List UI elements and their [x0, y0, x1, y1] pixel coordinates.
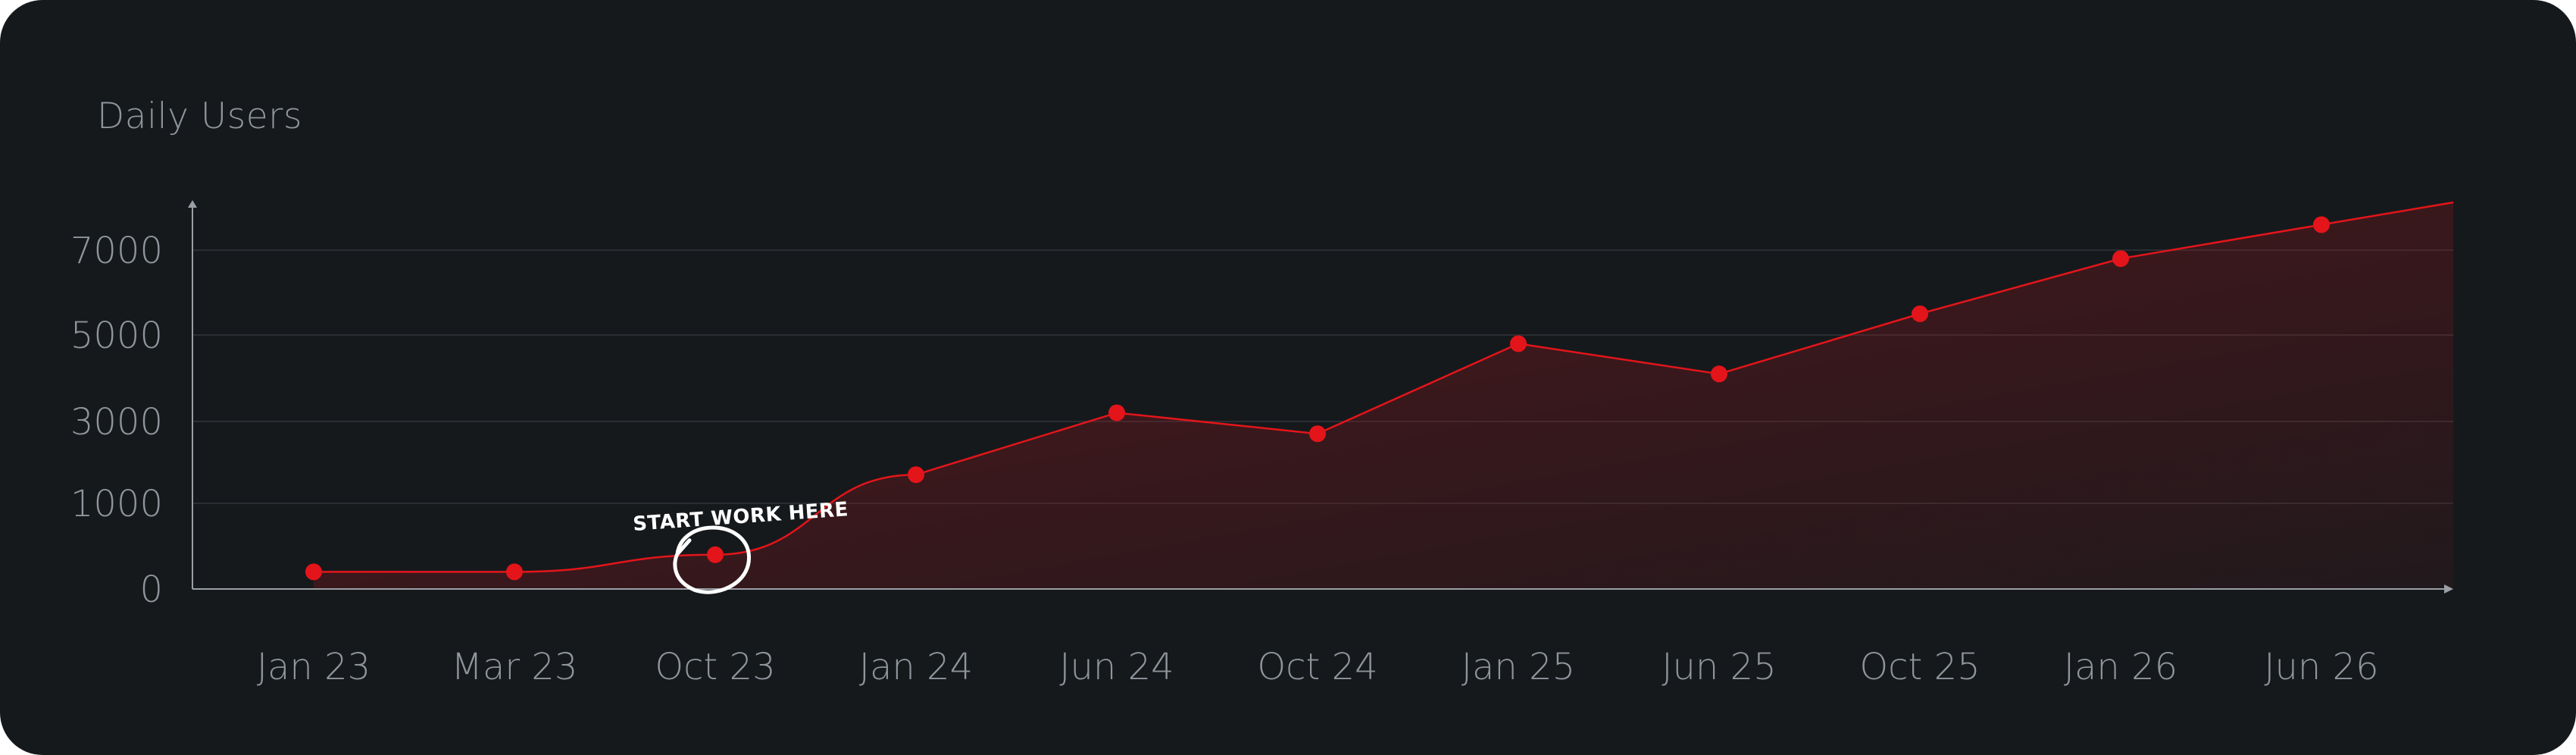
data-point-mar-23	[506, 563, 523, 581]
data-point-jun-25	[1711, 365, 1727, 383]
data-point-jun-26	[2313, 216, 2330, 233]
x-tick-label-oct-24: Oct 24	[1257, 646, 1377, 688]
data-point-jan-25	[1510, 335, 1527, 352]
data-point-jun-24	[1108, 404, 1125, 421]
y-tick-label-1000: 1000	[70, 483, 163, 525]
x-tick-label-jun-25: Jun 25	[1662, 646, 1776, 688]
data-point-oct-23	[707, 546, 724, 563]
data-point-jan-23	[305, 563, 322, 581]
data-point-jan-26	[2112, 250, 2129, 268]
x-tick-label-jun-26: Jun 26	[2264, 646, 2378, 688]
y-tick-label-0: 0	[139, 569, 163, 611]
x-tick-label-oct-25: Oct 25	[1859, 646, 1980, 688]
x-tick-label-jan-24: Jan 24	[859, 646, 973, 688]
y-axis-arrow	[188, 200, 197, 208]
x-tick-label-jan-26: Jan 26	[2064, 646, 2177, 688]
x-tick-label-jan-23: Jan 23	[257, 646, 370, 688]
y-tick-label-3000: 3000	[70, 401, 163, 443]
y-tick-label-5000: 5000	[70, 315, 163, 357]
annotation-circle	[673, 525, 751, 594]
data-point-oct-24	[1309, 425, 1326, 443]
y-tick-label-7000: 7000	[70, 230, 163, 272]
series-line	[314, 201, 2454, 573]
x-tick-label-mar-23: Mar 23	[452, 646, 578, 688]
x-tick-label-jun-24: Jun 24	[1059, 646, 1174, 688]
x-tick-label-oct-23: Oct 23	[655, 646, 775, 688]
data-point-oct-25	[1912, 305, 1928, 322]
chart-title: Daily Users	[97, 96, 302, 137]
x-tick-label-jan-25: Jan 25	[1462, 646, 1575, 688]
x-axis-arrow	[2444, 584, 2453, 594]
data-point-jan-24	[908, 466, 924, 484]
